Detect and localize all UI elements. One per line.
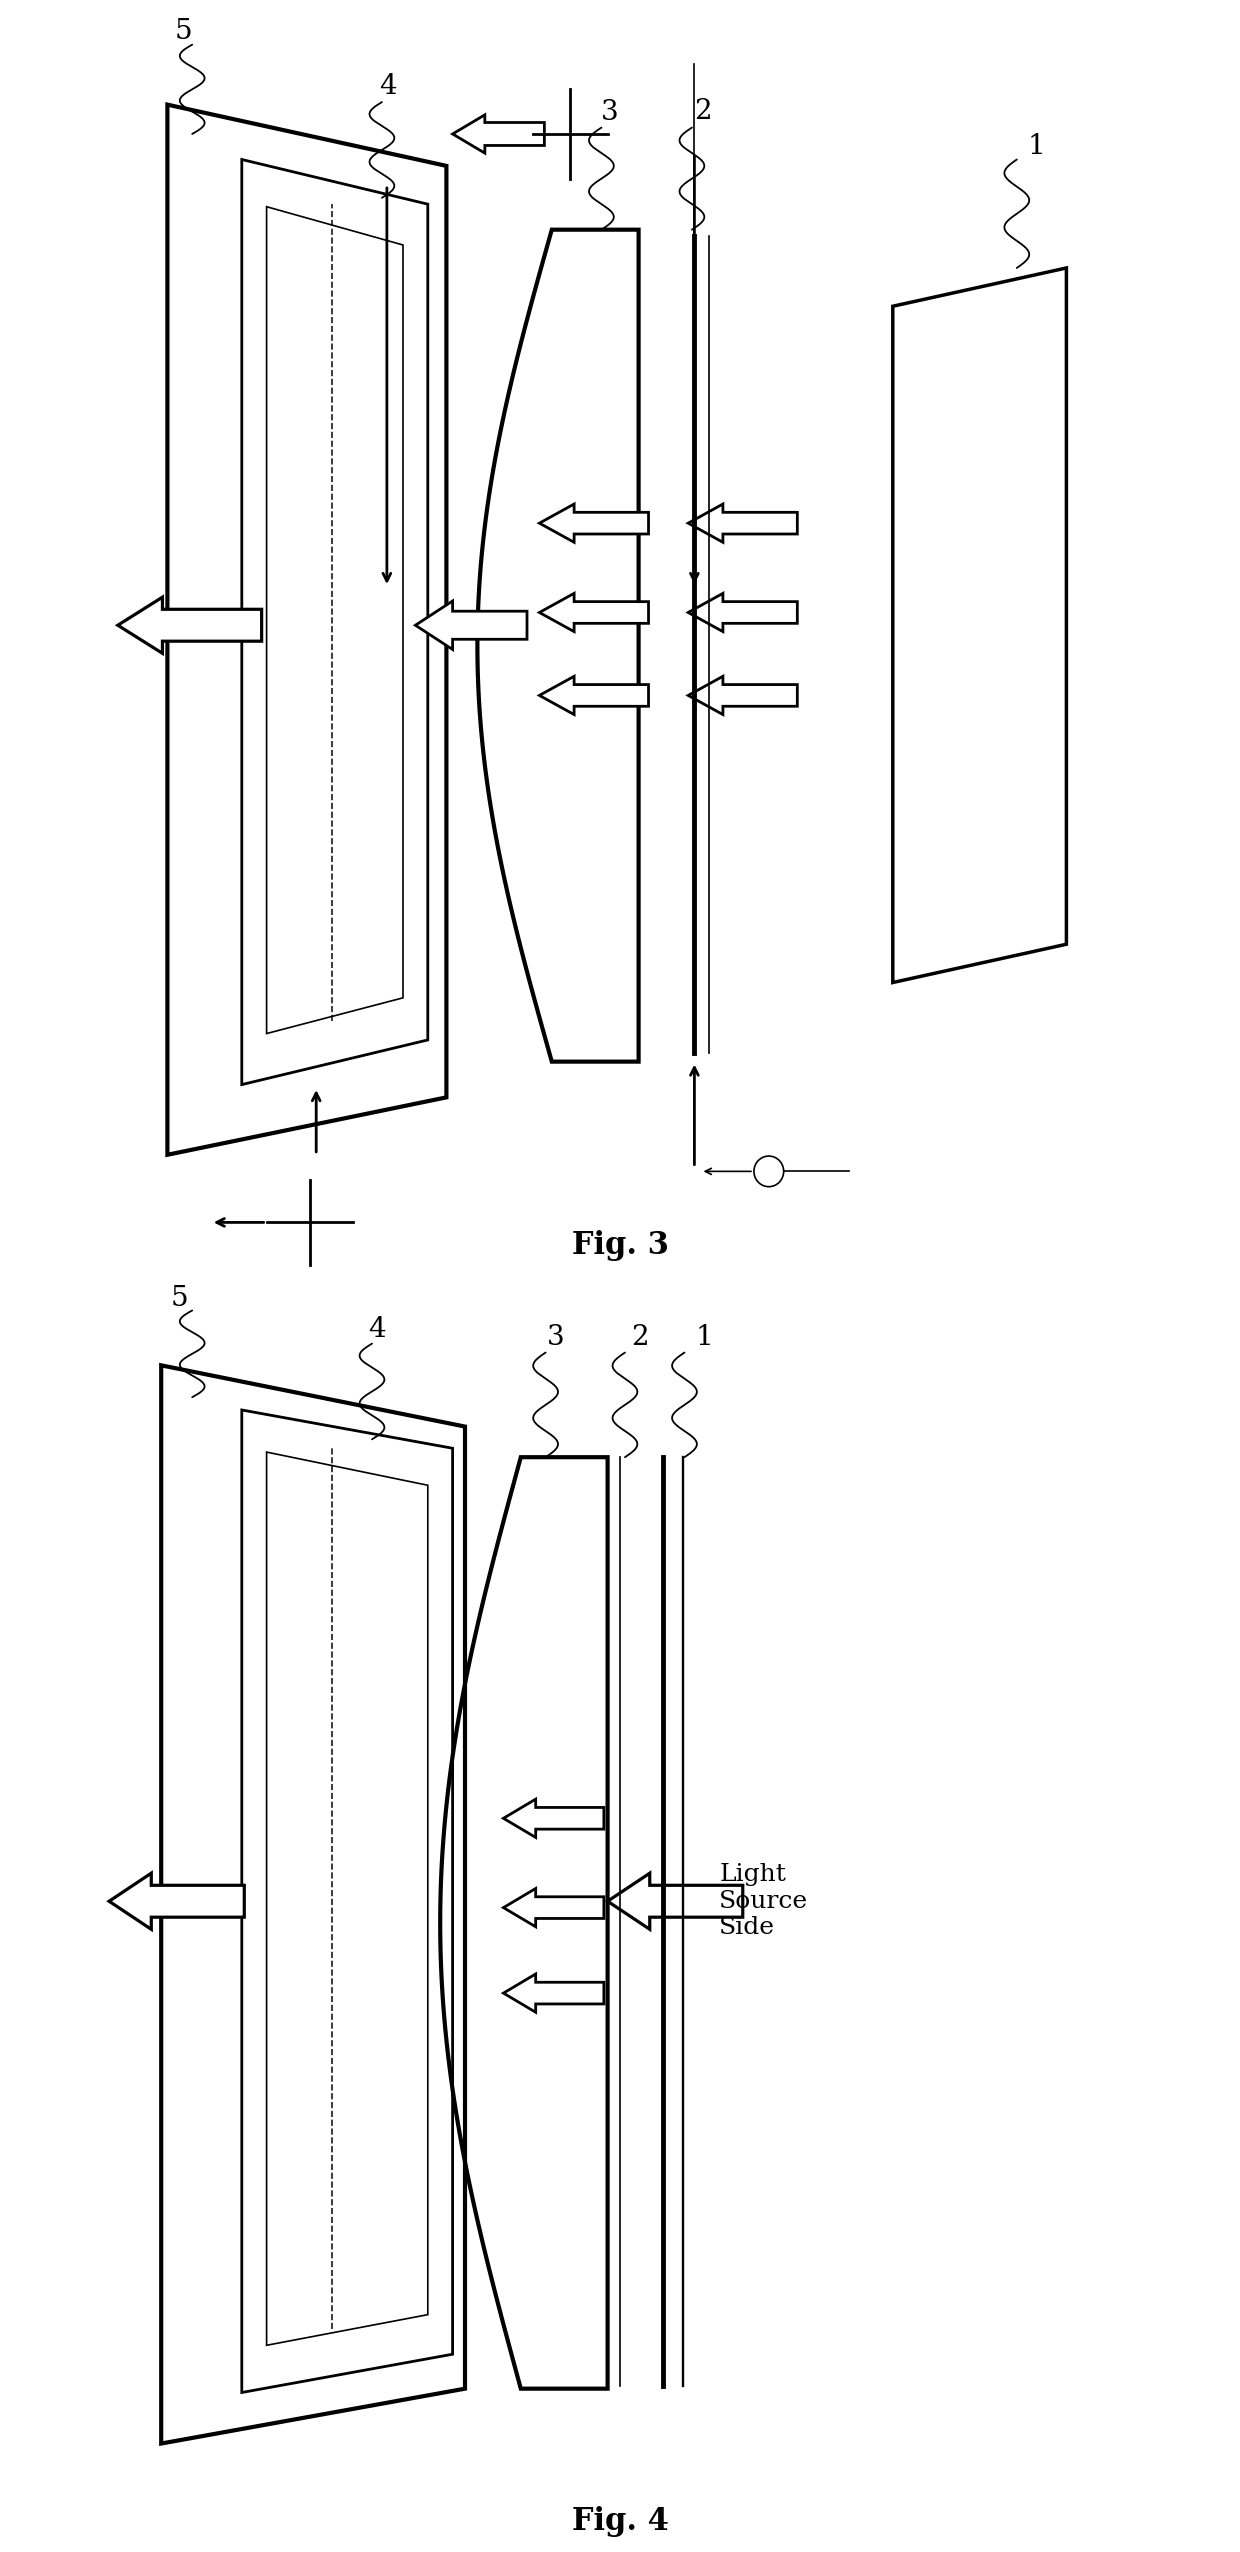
FancyArrow shape: [503, 1799, 604, 1837]
FancyArrow shape: [453, 115, 544, 153]
FancyArrow shape: [688, 505, 797, 544]
FancyArrow shape: [539, 595, 649, 630]
Text: 4: 4: [379, 74, 397, 100]
FancyArrow shape: [503, 1975, 604, 2011]
FancyArrow shape: [688, 595, 797, 630]
Text: 2: 2: [631, 1324, 649, 1350]
FancyArrow shape: [608, 1873, 743, 1929]
Text: 5: 5: [175, 18, 192, 46]
Text: 2: 2: [694, 97, 712, 125]
FancyArrow shape: [539, 676, 649, 715]
Text: Light
Source
Side: Light Source Side: [719, 1863, 808, 1940]
FancyArrow shape: [503, 1888, 604, 1927]
Text: 4: 4: [368, 1317, 386, 1342]
FancyArrow shape: [118, 597, 262, 653]
Text: Fig. 3: Fig. 3: [572, 1230, 668, 1261]
Text: 5: 5: [171, 1286, 188, 1312]
FancyArrow shape: [539, 505, 649, 544]
Text: Fig. 4: Fig. 4: [572, 2506, 668, 2537]
FancyArrow shape: [109, 1873, 244, 1929]
Text: 1: 1: [696, 1324, 713, 1350]
Text: 1: 1: [1028, 133, 1045, 161]
Text: 3: 3: [601, 100, 619, 125]
FancyArrow shape: [415, 602, 527, 648]
FancyArrow shape: [688, 676, 797, 715]
Text: 3: 3: [547, 1324, 564, 1350]
